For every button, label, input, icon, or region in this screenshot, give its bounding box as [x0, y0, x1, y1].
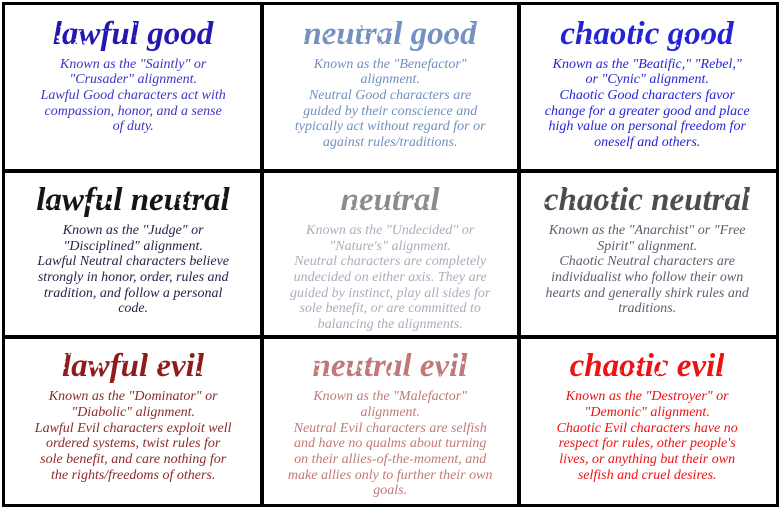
svg-text:chaotic good: chaotic good — [560, 16, 734, 52]
svg-text:neutral: neutral — [340, 182, 440, 218]
svg-text:lawful neutral: lawful neutral — [36, 182, 230, 218]
svg-text:lawful good: lawful good — [52, 16, 213, 52]
svg-text:neutral good: neutral good — [303, 16, 477, 52]
svg-text:lawful evil: lawful evil — [62, 348, 205, 384]
svg-text:neutral evil: neutral evil — [312, 348, 468, 384]
svg-text:chaotic neutral: chaotic neutral — [544, 182, 751, 218]
svg-text:chaotic evil: chaotic evil — [569, 348, 725, 384]
